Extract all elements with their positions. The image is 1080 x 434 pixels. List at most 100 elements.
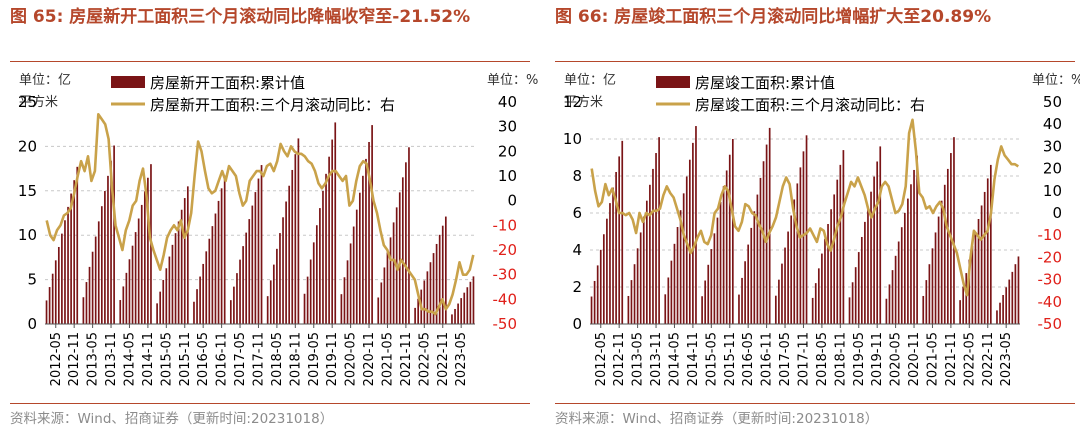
left-tick-label: 0 xyxy=(572,315,582,333)
bar xyxy=(900,227,903,324)
bar xyxy=(303,293,306,324)
bar xyxy=(346,260,349,324)
bar xyxy=(765,144,768,324)
x-tick-label: 2016-05 xyxy=(741,332,756,386)
bar xyxy=(827,224,829,324)
left-axis-unit: 单位：亿 xyxy=(564,73,616,88)
bar xyxy=(879,146,882,324)
bar xyxy=(910,184,912,324)
bar xyxy=(753,211,756,324)
bar xyxy=(928,264,931,324)
right-tick-label: 20 xyxy=(1043,160,1062,178)
bar xyxy=(989,164,992,324)
bar xyxy=(331,139,334,324)
x-tick-label: 2016-05 xyxy=(196,332,211,386)
right-tick-label: 30 xyxy=(1043,137,1062,155)
bar xyxy=(171,244,174,324)
x-tick-label: 2017-11 xyxy=(796,332,811,386)
bar xyxy=(602,234,605,324)
bar xyxy=(279,233,281,324)
x-tick-label: 2022-05 xyxy=(962,332,977,386)
bar xyxy=(891,270,894,324)
x-tick-label: 2013-11 xyxy=(104,332,119,386)
bar xyxy=(756,194,759,324)
bar xyxy=(655,153,657,324)
bar xyxy=(100,206,103,324)
bar xyxy=(916,155,918,324)
bar xyxy=(673,243,676,324)
bar xyxy=(876,161,879,324)
x-tick-label: 2014-05 xyxy=(667,332,682,386)
bar xyxy=(322,190,324,324)
bar xyxy=(778,279,780,324)
bar xyxy=(968,259,971,324)
bar xyxy=(134,232,137,324)
x-tick-label: 2014-11 xyxy=(141,332,156,386)
right-tick-label: -20 xyxy=(493,241,518,259)
bar xyxy=(943,184,946,324)
left-tick-label: 12 xyxy=(563,93,582,111)
bar xyxy=(633,264,636,324)
bar xyxy=(670,260,673,324)
source-divider xyxy=(555,403,1075,404)
bar xyxy=(940,200,943,324)
bar xyxy=(76,166,79,324)
left-tick-label: 2 xyxy=(572,278,582,296)
bar xyxy=(472,276,475,324)
bar xyxy=(276,248,278,324)
x-tick-label: 2018-11 xyxy=(833,332,848,386)
legend-bar-swatch xyxy=(656,76,690,88)
bar xyxy=(642,216,645,324)
bar xyxy=(824,238,826,324)
legend-line-label: 房屋新开工面积:三个月滚动同比：右 xyxy=(150,96,395,114)
bar xyxy=(88,266,91,324)
left-tick-label: 20 xyxy=(18,137,37,155)
bar xyxy=(707,264,710,324)
left-axis-unit-sub: 平方米 xyxy=(19,94,58,110)
x-tick-label: 2014-05 xyxy=(122,332,137,386)
bar xyxy=(744,261,746,324)
bar xyxy=(156,303,158,324)
x-tick-label: 2021-05 xyxy=(380,332,395,386)
bar xyxy=(162,279,165,324)
right-tick-label: 20 xyxy=(498,142,517,160)
bar xyxy=(211,226,214,324)
bar xyxy=(460,298,463,324)
bar xyxy=(91,251,94,324)
bar xyxy=(469,281,472,324)
bar xyxy=(851,282,854,324)
bar xyxy=(986,178,989,324)
x-tick-label: 2012-11 xyxy=(612,332,627,386)
bar xyxy=(266,296,269,324)
bar xyxy=(710,249,713,324)
bar xyxy=(319,208,321,324)
bar xyxy=(946,168,949,324)
bar xyxy=(285,201,287,324)
chart-completion: 单位：亿平方米单位：%12108642050403020100-10-20-30… xyxy=(563,73,1080,386)
bar xyxy=(649,184,651,324)
bar xyxy=(750,227,753,324)
right-tick-label: 0 xyxy=(507,192,517,210)
bar xyxy=(288,185,291,324)
bar xyxy=(817,268,820,324)
bar xyxy=(606,218,608,324)
bar xyxy=(110,160,112,324)
bar xyxy=(996,310,998,324)
bar xyxy=(143,191,146,324)
x-tick-label: 2020-11 xyxy=(362,332,377,386)
bar xyxy=(639,232,642,324)
bar xyxy=(685,176,688,324)
bar xyxy=(1005,287,1008,324)
bar xyxy=(618,156,621,324)
bar xyxy=(67,206,69,324)
chart-new-construction: 单位：亿平方米单位：%2520151050403020100-10-20-30-… xyxy=(18,73,538,386)
bar xyxy=(590,296,593,324)
bar xyxy=(51,273,54,324)
bar xyxy=(371,125,373,324)
bar xyxy=(457,303,459,324)
bar xyxy=(61,233,63,324)
bar xyxy=(236,273,238,324)
x-tick-label: 2018-05 xyxy=(815,332,830,386)
right-tick-label: 10 xyxy=(1043,182,1062,200)
bar xyxy=(762,161,765,324)
